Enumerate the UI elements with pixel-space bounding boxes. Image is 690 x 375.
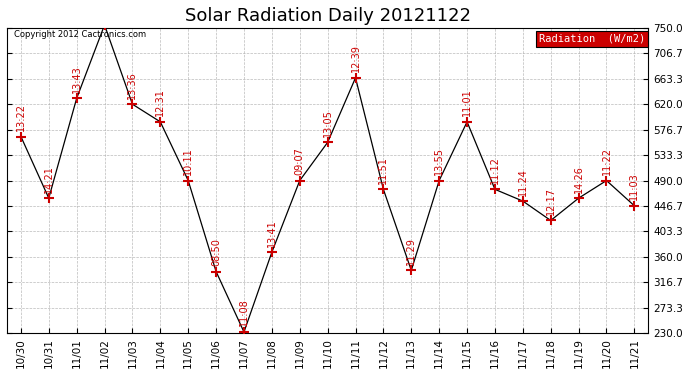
Text: 09:07: 09:07 [295, 147, 305, 175]
Text: 11:24: 11:24 [518, 168, 528, 195]
Text: Radiation  (W/m2): Radiation (W/m2) [539, 34, 645, 44]
Text: 12:17: 12:17 [546, 187, 555, 215]
Text: 11:51: 11:51 [378, 156, 388, 184]
Text: Copyright 2012 Cactronics.com: Copyright 2012 Cactronics.com [14, 30, 146, 39]
Text: 11:03: 11:03 [629, 172, 640, 200]
Text: 13:43: 13:43 [72, 65, 81, 93]
Text: 14:26: 14:26 [573, 165, 584, 193]
Text: 13:05: 13:05 [323, 109, 333, 137]
Text: 08:50: 08:50 [211, 238, 221, 266]
Text: 12:31: 12:31 [155, 88, 166, 116]
Text: 13:55: 13:55 [434, 147, 444, 175]
Text: 11:01: 11:01 [462, 88, 472, 116]
Text: 13:36: 13:36 [128, 71, 137, 99]
Text: 13:41: 13:41 [267, 219, 277, 247]
Text: 11:22: 11:22 [602, 147, 611, 175]
Text: 11:29: 11:29 [406, 237, 416, 265]
Text: 12:39: 12:39 [351, 44, 360, 72]
Text: 10:11: 10:11 [184, 147, 193, 175]
Text: 13:22: 13:22 [16, 103, 26, 131]
Text: 11:08: 11:08 [239, 299, 249, 327]
Text: 14:21: 14:21 [43, 165, 54, 193]
Title: Solar Radiation Daily 20121122: Solar Radiation Daily 20121122 [185, 7, 471, 25]
Text: 11:12: 11:12 [490, 156, 500, 184]
Text: 13:39: 13:39 [0, 374, 1, 375]
